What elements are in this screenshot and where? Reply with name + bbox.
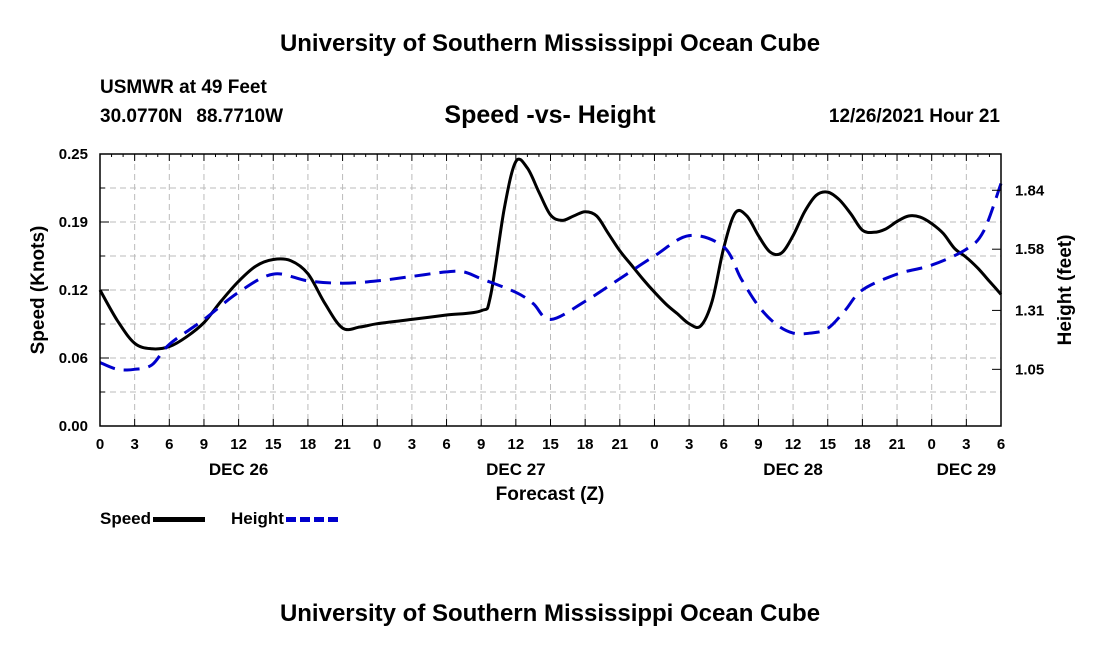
station-label: USMWR at 49 Feet [100,77,267,98]
date-label: DEC 27 [486,460,546,479]
date-label: DEC 29 [937,460,997,479]
x-tick-label: 15 [819,436,836,453]
x-tick-label: 6 [442,436,450,453]
x-tick-label: 9 [477,436,485,453]
legend-item-speed: Speed [100,509,206,529]
chart-title: University of Southern Mississippi Ocean… [279,30,821,57]
axis-labels: 0 3 6 9 12 15 18 21 0 3 6 9 12 15 18 21 0 3 6 9 12 15 18 21 0 3 6D… [59,146,1045,479]
longitude-label: 88.7710W [196,106,284,127]
x-tick-label: 6 [165,436,173,453]
x-tick-label: 12 [230,436,247,453]
y-axis-label: Speed (Knots) [28,226,49,355]
legend-item-height: Height [231,509,338,529]
latitude-label: 30.0770N [100,106,183,127]
x-tick-label: 18 [300,436,317,453]
y2-tick-label: 1.84 [1015,182,1045,199]
date-label: DEC 26 [209,460,269,479]
x-tick-label: 0 [373,436,381,453]
height-series-line [99,182,1003,372]
x-tick-label: 0 [96,436,104,453]
chart-subtitle: Speed -vs- Height [444,101,656,129]
y2-axis-label: Height (feet) [1055,235,1076,346]
legend-swatch-height [285,517,338,523]
x-tick-label: 0 [650,436,658,453]
x-tick-label: 15 [542,436,559,453]
x-tick-label: 18 [854,436,871,453]
x-tick-label: 21 [889,436,906,453]
speed-series-line [98,157,1003,351]
x-tick-label: 12 [508,436,525,453]
x-tick-label: 9 [754,436,762,453]
y-tick-label: 0.12 [59,282,88,299]
x-tick-label: 3 [408,436,416,453]
x-tick-label: 6 [997,436,1005,453]
x-tick-label: 18 [577,436,594,453]
y2-tick-label: 1.31 [1015,302,1044,319]
x-tick-label: 6 [720,436,728,453]
y-tick-label: 0.25 [59,146,88,163]
x-tick-label: 9 [200,436,208,453]
x-tick-label: 3 [962,436,970,453]
legend-label-speed: Speed [100,509,152,528]
grid-layer [100,154,1001,426]
x-tick-label: 0 [928,436,936,453]
legend-label-height: Height [231,509,284,528]
x-tick-label: 12 [785,436,802,453]
axes-frame [99,153,1002,427]
x-tick-label: 21 [334,436,351,453]
y2-tick-label: 1.05 [1015,361,1044,378]
footer-title: University of Southern Mississippi Ocean… [279,600,821,627]
y-tick-label: 0.00 [59,418,88,435]
legend-swatch-speed [153,517,206,523]
y-tick-label: 0.19 [59,214,88,231]
plot-frame [99,153,1002,427]
x-tick-label: 15 [265,436,282,453]
series-layer [98,157,1003,372]
y-tick-label: 0.06 [59,350,88,367]
x-axis-label: Forecast (Z) [496,484,605,505]
y2-tick-label: 1.58 [1015,241,1044,258]
station-coordinates: 30.0770N 88.7710W [100,106,283,128]
x-tick-label: 21 [611,436,628,453]
x-tick-label: 3 [685,436,693,453]
date-label: DEC 28 [763,460,823,479]
forecast-datetime: 12/26/2021 Hour 21 [828,106,1000,127]
x-tick-label: 3 [130,436,138,453]
